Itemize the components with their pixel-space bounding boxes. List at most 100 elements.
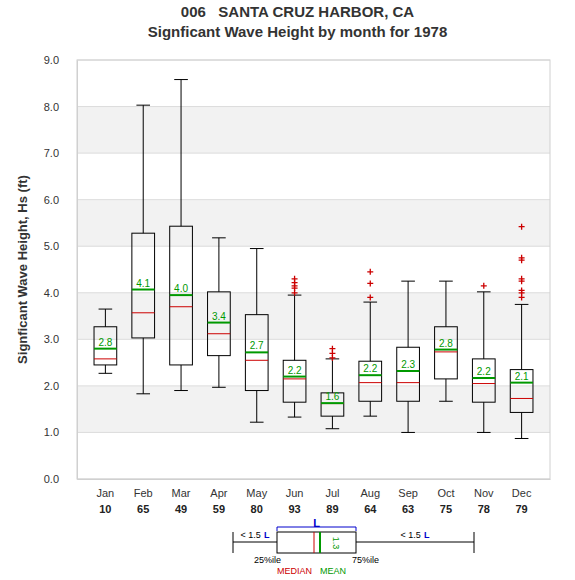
lower-cap bbox=[174, 390, 188, 391]
key-mean bbox=[319, 532, 321, 553]
y-tick-label: 5.0 bbox=[44, 240, 59, 252]
y-tick-label: 2.0 bbox=[44, 380, 59, 392]
x-tick: May bbox=[246, 479, 267, 499]
x-tick: Jun bbox=[286, 479, 304, 499]
grid-line bbox=[77, 339, 550, 340]
box bbox=[170, 226, 193, 365]
key-whisker-iqr: L bbox=[424, 530, 430, 540]
count-label: 49 bbox=[175, 503, 187, 515]
grid-line bbox=[77, 106, 550, 107]
lower-cap bbox=[477, 432, 491, 433]
chart: 0.01.02.03.04.05.06.07.08.09.0JanFebMarA… bbox=[0, 0, 575, 580]
median-line bbox=[132, 312, 155, 313]
box-group bbox=[472, 283, 495, 433]
y-tick: 9.0 bbox=[44, 54, 77, 66]
upper-cap bbox=[477, 291, 491, 292]
median-line bbox=[435, 351, 458, 352]
box bbox=[435, 327, 458, 379]
y-tick-label: 1.0 bbox=[44, 426, 59, 438]
box-group bbox=[510, 224, 533, 439]
upper-whisker bbox=[408, 281, 409, 347]
outlier bbox=[367, 269, 373, 275]
lower-cap bbox=[288, 417, 302, 418]
mean-line bbox=[132, 289, 155, 291]
key-whisker-label: < 1.5L bbox=[241, 530, 270, 540]
x-tick-label: Sep bbox=[398, 487, 418, 499]
mean-labels: 2.84.14.03.42.72.21.62.22.32.82.22.1 bbox=[98, 278, 529, 403]
count-label: 64 bbox=[364, 503, 377, 515]
outlier bbox=[519, 276, 525, 282]
y-tick-label: 9.0 bbox=[44, 54, 59, 66]
upper-whisker bbox=[332, 359, 333, 393]
count-label: 79 bbox=[515, 503, 527, 515]
upper-whisker bbox=[218, 238, 219, 292]
x-tick: Apr bbox=[210, 479, 227, 499]
outlier bbox=[292, 276, 298, 282]
mean-line bbox=[510, 382, 533, 384]
median-line bbox=[94, 358, 117, 359]
lower-cap bbox=[99, 373, 113, 374]
count-label: 63 bbox=[402, 503, 414, 515]
mean-label: 2.8 bbox=[98, 337, 112, 348]
outlier bbox=[519, 287, 525, 293]
upper-cap bbox=[250, 248, 264, 249]
mean-line bbox=[321, 402, 344, 404]
upper-whisker bbox=[445, 281, 446, 327]
lower-whisker bbox=[445, 379, 446, 401]
lower-whisker bbox=[294, 402, 295, 417]
box bbox=[208, 292, 231, 356]
mean-label: 2.2 bbox=[363, 363, 377, 374]
y-tick: 7.0 bbox=[44, 147, 77, 159]
y-tick-label: 8.0 bbox=[44, 101, 59, 113]
mean-line bbox=[472, 377, 495, 379]
mean-label: 2.1 bbox=[515, 371, 529, 382]
grid-bands bbox=[77, 107, 550, 433]
lower-cap bbox=[363, 416, 377, 417]
grid-band bbox=[77, 386, 550, 433]
box bbox=[510, 370, 533, 413]
lower-whisker bbox=[408, 401, 409, 432]
outlier bbox=[481, 283, 487, 289]
median-line bbox=[321, 403, 344, 404]
outlier bbox=[367, 294, 373, 300]
y-tick: 8.0 bbox=[44, 101, 77, 113]
mean-line bbox=[208, 322, 231, 324]
grid-band bbox=[77, 293, 550, 340]
lower-whisker bbox=[105, 365, 106, 373]
outlier bbox=[329, 346, 335, 352]
key-median bbox=[314, 532, 315, 553]
upper-whisker bbox=[181, 80, 182, 227]
y-tick: 2.0 bbox=[44, 380, 77, 392]
median-line bbox=[170, 306, 193, 307]
x-tick: Jul bbox=[325, 479, 339, 499]
box-group bbox=[245, 249, 268, 423]
key-iqr-label: L bbox=[313, 517, 320, 529]
count-label: 75 bbox=[440, 503, 452, 515]
upper-whisker bbox=[143, 105, 144, 233]
x-tick-label: Jun bbox=[286, 487, 304, 499]
count-label: 78 bbox=[478, 503, 490, 515]
key-whisker-text: < 1.5 bbox=[401, 530, 421, 540]
y-axis-line bbox=[77, 61, 78, 480]
box-group bbox=[170, 80, 193, 391]
key-mean-value: 1.3 bbox=[331, 537, 341, 550]
box-group bbox=[208, 238, 231, 387]
y-tick: 3.0 bbox=[44, 333, 77, 345]
y-tick: 5.0 bbox=[44, 240, 77, 252]
upper-whisker bbox=[521, 304, 522, 369]
mean-label: 2.2 bbox=[288, 365, 302, 376]
median-line bbox=[208, 333, 231, 334]
y-tick-label: 6.0 bbox=[44, 194, 59, 206]
x-axis: JanFebMarAprMayJunJulAugSepOctNovDec bbox=[78, 479, 551, 499]
counts: 106549598093896463757879 bbox=[99, 503, 527, 515]
upper-cap bbox=[99, 309, 113, 310]
x-tick: Oct bbox=[437, 479, 454, 499]
lower-cap bbox=[439, 401, 453, 402]
x-tick-label: Dec bbox=[512, 487, 532, 499]
box bbox=[397, 347, 420, 401]
count-label: 93 bbox=[288, 503, 300, 515]
box bbox=[245, 315, 268, 391]
grid-line bbox=[77, 199, 550, 200]
mean-line bbox=[283, 376, 306, 378]
y-tick: 4.0 bbox=[44, 287, 77, 299]
